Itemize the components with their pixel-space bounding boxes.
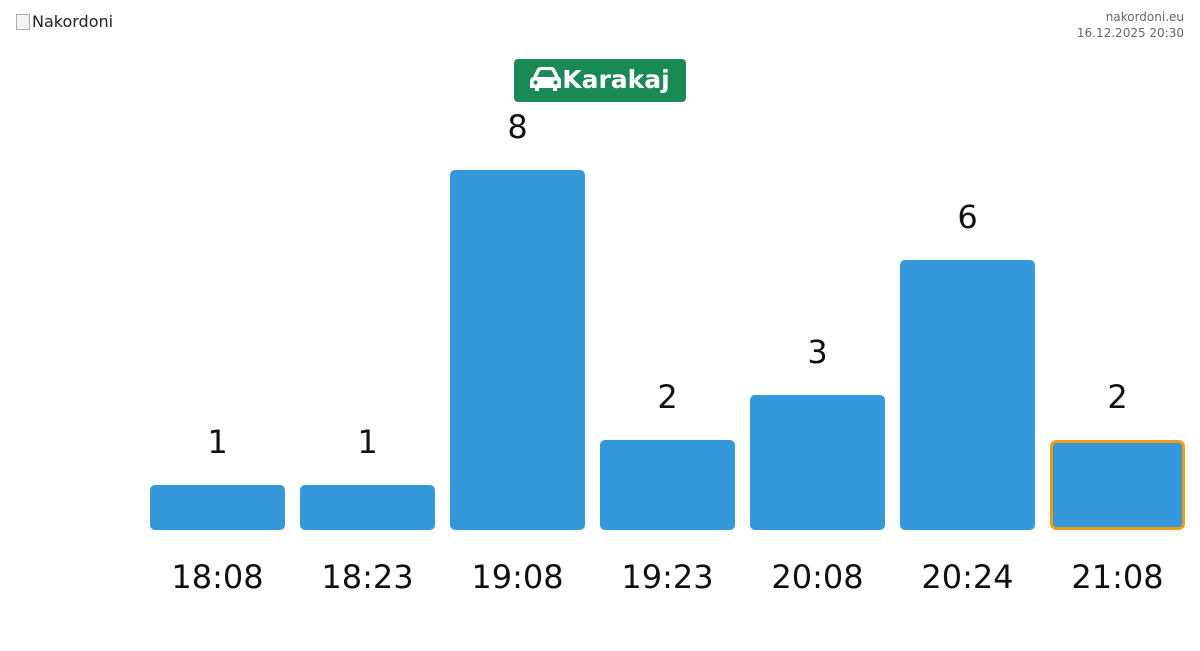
chart-title: Karakaj — [562, 65, 670, 94]
meta: nakordoni.eu 16.12.2025 20:30 — [1077, 9, 1184, 41]
value-label: 2 — [657, 378, 677, 416]
value-label: 8 — [507, 108, 527, 146]
bar — [600, 440, 735, 530]
car-icon — [530, 67, 561, 91]
site-name: nakordoni.eu — [1105, 10, 1184, 24]
value-label: 1 — [207, 423, 227, 461]
bar — [750, 395, 885, 530]
x-tick-label: 19:08 — [471, 558, 563, 596]
logo: Nakordoni — [16, 12, 113, 31]
broken-image-icon — [16, 13, 30, 30]
x-tick-label: 19:23 — [621, 558, 713, 596]
title-badge — [514, 59, 686, 102]
bar — [300, 485, 435, 530]
x-tick-label: 20:08 — [771, 558, 863, 596]
x-tick-label: 18:23 — [321, 558, 413, 596]
logo-alt-text: Nakordoni — [32, 12, 114, 31]
x-tick-label: 21:08 — [1071, 558, 1163, 596]
x-tick-label: 18:08 — [171, 558, 263, 596]
bar — [150, 485, 285, 530]
bar — [1050, 440, 1185, 530]
timestamp: 16.12.2025 20:30 — [1076, 26, 1184, 40]
bar — [450, 170, 585, 530]
x-tick-label: 20:24 — [921, 558, 1013, 596]
value-label: 6 — [957, 198, 977, 236]
value-label: 3 — [807, 333, 827, 371]
bar — [900, 260, 1035, 530]
value-label: 2 — [1107, 378, 1127, 416]
value-label: 1 — [357, 423, 377, 461]
